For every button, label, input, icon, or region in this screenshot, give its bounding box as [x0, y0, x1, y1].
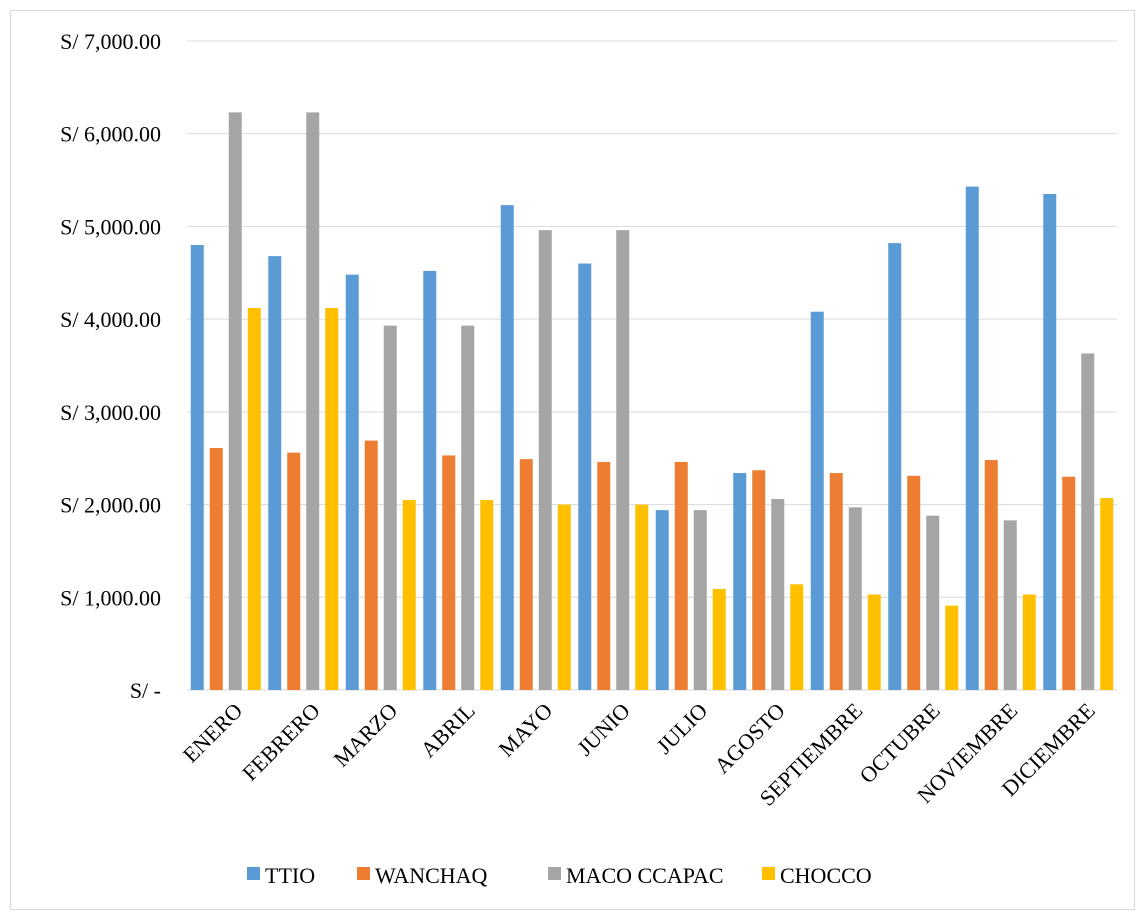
bar-chocco-mayo: [557, 504, 571, 690]
bar-ttio-noviembre: [965, 186, 979, 690]
x-tick-label: MAYO: [493, 698, 557, 762]
bar-maco-ccapac-septiembre: [848, 507, 862, 690]
y-tick-label: S/ 2,000.00: [60, 493, 161, 518]
bar-chocco-enero: [247, 308, 261, 690]
bar-ttio-octubre: [888, 243, 902, 691]
bar-maco-ccapac-julio: [693, 510, 707, 690]
bars: [190, 112, 1114, 691]
bar-maco-ccapac-noviembre: [1003, 520, 1017, 690]
bar-wanchaq-julio: [674, 461, 688, 690]
bar-maco-ccapac-mayo: [538, 230, 552, 690]
bar-maco-ccapac-marzo: [383, 325, 397, 690]
bar-wanchaq-mayo: [519, 459, 533, 690]
chart-frame: S/ - S/ 1,000.00 S/ 2,000.00 S/ 3,000.00 S/ …: [10, 10, 1135, 910]
bar-maco-ccapac-agosto: [771, 499, 785, 690]
bar-maco-ccapac-octubre: [926, 515, 940, 690]
bar-wanchaq-junio: [597, 461, 611, 690]
bar-maco-ccapac-diciembre: [1081, 353, 1095, 690]
y-tick-label: S/ 4,000.00: [60, 307, 161, 332]
y-tick-label: S/ 3,000.00: [60, 400, 161, 425]
bar-chocco-octubre: [945, 605, 959, 690]
bar-wanchaq-febrero: [287, 452, 301, 690]
legend-swatch-maco-ccapac: [548, 867, 561, 880]
bar-maco-ccapac-abril: [461, 325, 475, 690]
bar-wanchaq-marzo: [364, 440, 378, 690]
x-tick-label: AGOSTO: [709, 698, 789, 778]
bar-chocco-agosto: [790, 584, 804, 690]
bar-wanchaq-diciembre: [1062, 476, 1076, 690]
bar-ttio-mayo: [500, 205, 514, 690]
bar-chocco-noviembre: [1022, 594, 1036, 690]
legend-label: MACO CCAPAC: [566, 863, 724, 888]
y-tick-label: S/ 5,000.00: [60, 214, 161, 239]
y-tick-label: S/ 7,000.00: [60, 29, 161, 54]
bar-chocco-marzo: [402, 499, 416, 690]
bar-ttio-febrero: [268, 256, 282, 690]
bar-wanchaq-octubre: [907, 475, 921, 690]
bar-ttio-julio: [655, 510, 669, 690]
legend-swatch-chocco: [762, 867, 775, 880]
bar-chocco-junio: [635, 504, 649, 690]
bar-chocco-diciembre: [1100, 498, 1114, 690]
legend-swatch-wanchaq: [357, 867, 370, 880]
y-tick-label: S/ 1,000.00: [60, 585, 161, 610]
y-axis-ticks: S/ - S/ 1,000.00 S/ 2,000.00 S/ 3,000.00 S/ …: [60, 29, 161, 703]
x-tick-label: MARZO: [328, 698, 402, 772]
legend: TTIO WANCHAQ MACO CCAPAC CHOCCO: [247, 863, 872, 888]
bar-maco-ccapac-junio: [616, 230, 630, 690]
y-tick-label: S/ 6,000.00: [60, 122, 161, 147]
bar-chocco-febrero: [325, 308, 339, 690]
bar-maco-ccapac-febrero: [306, 112, 320, 690]
bar-ttio-enero: [190, 244, 204, 690]
legend-label: CHOCCO: [780, 863, 872, 888]
bar-chocco-julio: [712, 588, 726, 690]
bar-chocco-abril: [480, 499, 494, 690]
x-tick-label: JULIO: [651, 698, 712, 759]
x-tick-label: ENERO: [178, 698, 248, 768]
bar-ttio-diciembre: [1043, 193, 1057, 690]
bar-ttio-junio: [578, 263, 592, 690]
legend-label: WANCHAQ: [375, 863, 488, 888]
bar-ttio-agosto: [733, 473, 747, 690]
bar-wanchaq-septiembre: [829, 473, 843, 690]
bar-wanchaq-agosto: [752, 470, 766, 690]
bar-chart: S/ - S/ 1,000.00 S/ 2,000.00 S/ 3,000.00 S/ …: [60, 29, 1117, 888]
bar-ttio-marzo: [345, 274, 359, 690]
bar-wanchaq-enero: [209, 448, 223, 690]
x-tick-label: FEBRERO: [237, 698, 325, 786]
y-tick-label: S/ -: [130, 678, 161, 703]
bar-wanchaq-abril: [442, 455, 456, 690]
bar-ttio-abril: [423, 270, 437, 690]
gridlines: [187, 40, 1117, 691]
legend-swatch-ttio: [247, 867, 260, 880]
x-tick-label: JUNIO: [572, 698, 635, 761]
bar-chocco-septiembre: [867, 594, 881, 690]
bar-maco-ccapac-enero: [228, 112, 242, 690]
legend-label: TTIO: [265, 863, 315, 888]
x-tick-label: ABRIL: [415, 698, 479, 762]
bar-ttio-septiembre: [810, 311, 824, 690]
bar-wanchaq-noviembre: [984, 460, 998, 690]
